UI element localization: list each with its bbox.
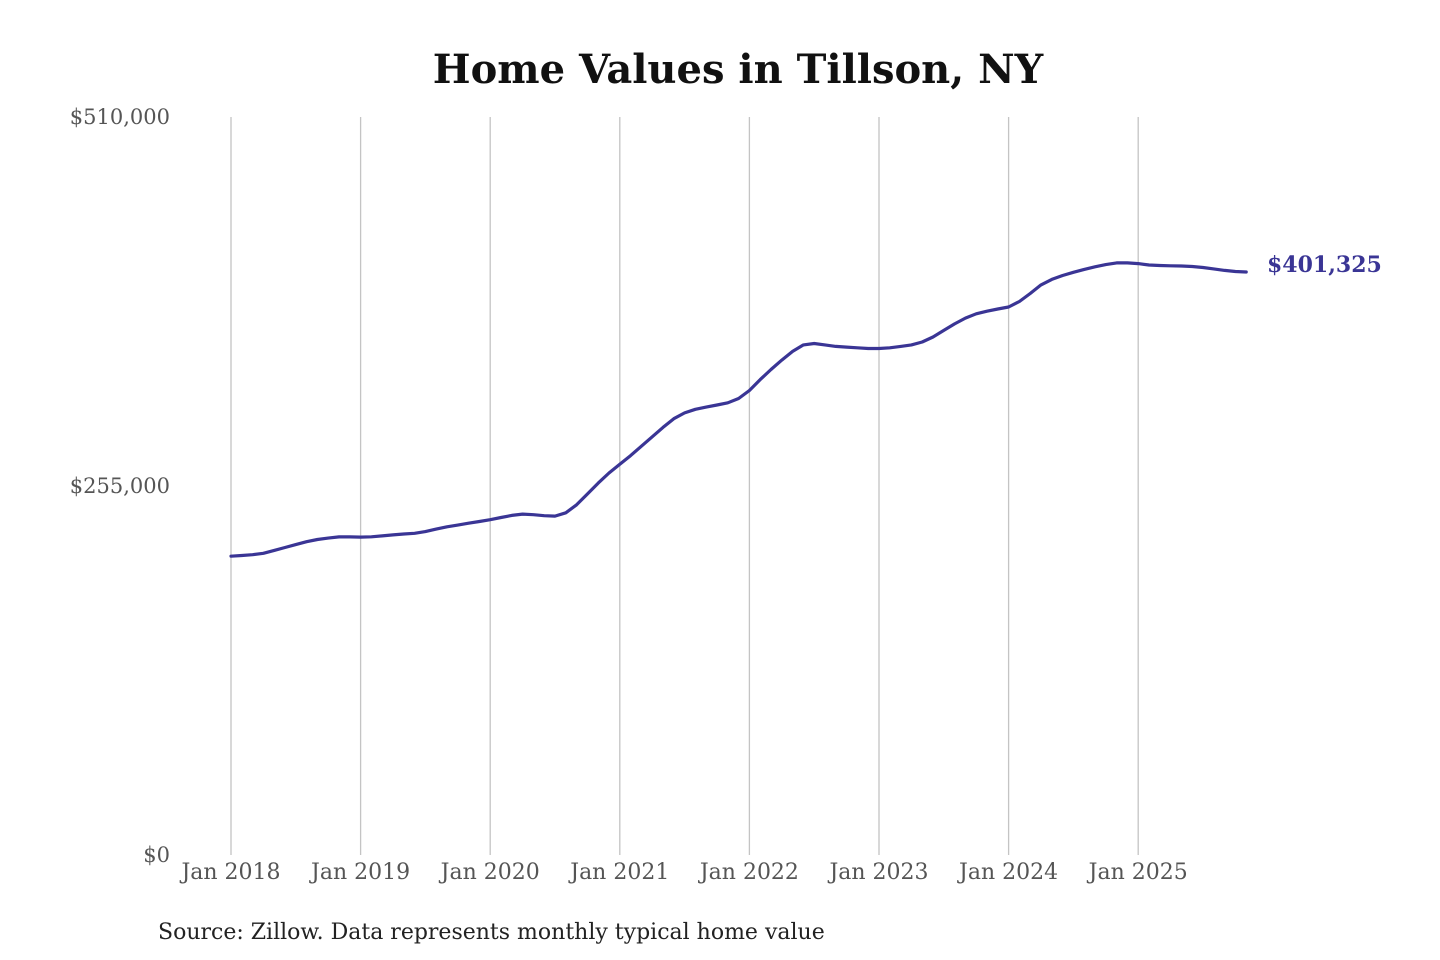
x-tick-label: Jan 2018 (179, 860, 280, 885)
home-value-series-line (229, 261, 1248, 558)
x-tick-label: Jan 2024 (957, 860, 1058, 885)
x-tick-label: Jan 2022 (698, 860, 799, 885)
y-tick-label: $255,000 (70, 474, 170, 498)
y-axis-tick-labels: $510,000 $255,000 $0 (70, 105, 170, 867)
latest-value-label: $401,325 (1267, 252, 1382, 278)
source-note: Source: Zillow. Data represents monthly … (158, 920, 825, 945)
y-tick-label: $510,000 (70, 105, 170, 129)
chart-title: Home Values in Tillson, NY (433, 46, 1044, 93)
x-tick-label: Jan 2021 (568, 860, 669, 885)
gridlines (230, 117, 1139, 855)
x-tick-label: Jan 2025 (1087, 860, 1188, 885)
x-tick-label: Jan 2020 (439, 860, 540, 885)
x-tick-label: Jan 2019 (309, 860, 410, 885)
x-tick-label: Jan 2023 (827, 860, 928, 885)
y-tick-label: $0 (143, 843, 170, 867)
x-axis-tick-labels: Jan 2018 Jan 2019 Jan 2020 Jan 2021 Jan 2022… (179, 860, 1187, 885)
